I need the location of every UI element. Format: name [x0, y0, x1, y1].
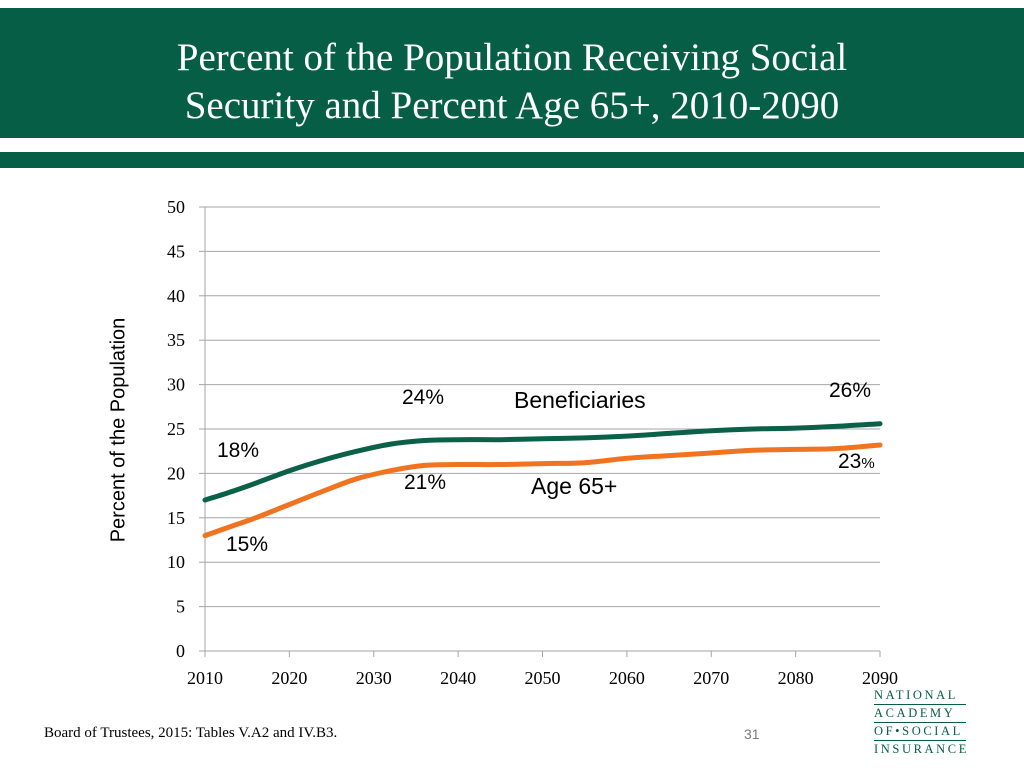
beneficiaries-line — [202, 421, 883, 503]
x-tick-label: 2050 — [525, 668, 561, 688]
nasi-logo: NATIONAL ACADEMY OF•SOCIAL INSURANCE — [874, 688, 966, 757]
y-tick-label: 0 — [176, 641, 185, 661]
y-tick-label: 35 — [167, 330, 185, 350]
x-tick-label: 2080 — [778, 668, 814, 688]
x-tick-label: 2020 — [271, 668, 307, 688]
slide-title: Percent of the Population Receiving Soci… — [0, 34, 1024, 130]
page-number: 31 — [744, 726, 760, 742]
logo-line-1: NATIONAL — [874, 688, 958, 702]
beneficiaries-start-label: 18% — [217, 439, 260, 462]
y-tick-label: 40 — [167, 286, 185, 306]
age65-end-label: 23% — [838, 451, 875, 472]
logo-line-2: ACADEMY — [874, 706, 956, 720]
logo-rule — [874, 704, 966, 705]
slide-title-line-2: Security and Percent Age 65+, 2010-2090 — [184, 84, 840, 127]
y-tick-label: 25 — [167, 419, 185, 439]
y-tick-label: 45 — [167, 241, 185, 261]
beneficiaries-series-label: Beneficiaries — [514, 387, 646, 413]
y-tick-label: 20 — [167, 463, 185, 483]
logo-rule — [874, 722, 966, 723]
logo-line-4: INSURANCE — [874, 742, 969, 756]
y-tick-label: 5 — [176, 597, 185, 617]
logo-line-3: OF•SOCIAL — [874, 724, 963, 738]
age65-end-percent: % — [861, 455, 875, 472]
age65-line — [202, 442, 883, 539]
age65-start-label: 15% — [226, 533, 269, 556]
y-tick-label: 50 — [167, 197, 185, 217]
beneficiaries-mid-label: 24% — [402, 386, 445, 409]
x-tick-label: 2030 — [356, 668, 392, 688]
age65-mid-label: 21% — [404, 471, 447, 494]
y-tick-label: 15 — [167, 508, 185, 528]
y-tick-label: 30 — [167, 375, 185, 395]
beneficiaries-end-label: 26% — [829, 379, 872, 402]
age65-end-number: 23 — [838, 450, 862, 473]
slide-title-line-1: Percent of the Population Receiving Soci… — [176, 36, 848, 79]
x-tick-label: 2060 — [609, 668, 645, 688]
x-tick-label: 2040 — [440, 668, 476, 688]
age65-series-label: Age 65+ — [531, 473, 618, 499]
title-bar: Percent of the Population Receiving Soci… — [0, 8, 1024, 138]
x-tick-label: 2090 — [862, 668, 898, 688]
y-tick-label: 10 — [167, 552, 185, 572]
source-citation: Board of Trustees, 2015: Tables V.A2 and… — [44, 725, 338, 741]
x-tick-label: 2010 — [187, 668, 223, 688]
accent-stripe — [0, 152, 1024, 168]
logo-rule — [874, 740, 966, 741]
y-axis-label: Percent of the Population — [107, 317, 130, 543]
x-tick-label: 2070 — [693, 668, 729, 688]
